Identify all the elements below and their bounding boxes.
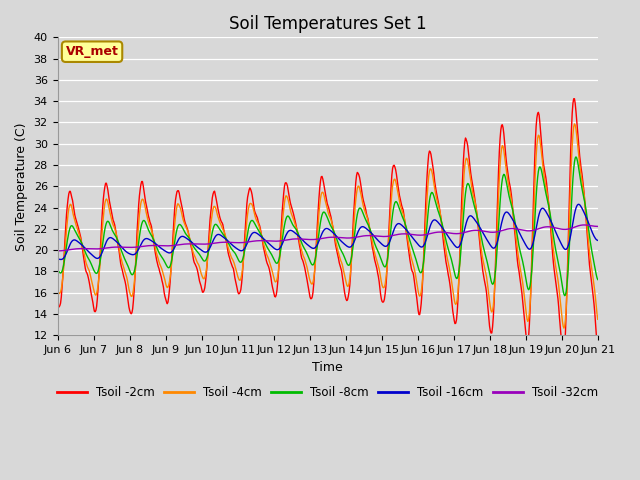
Y-axis label: Soil Temperature (C): Soil Temperature (C) bbox=[15, 122, 28, 251]
Title: Soil Temperatures Set 1: Soil Temperatures Set 1 bbox=[229, 15, 426, 33]
Text: VR_met: VR_met bbox=[66, 45, 118, 58]
X-axis label: Time: Time bbox=[312, 360, 343, 373]
Legend: Tsoil -2cm, Tsoil -4cm, Tsoil -8cm, Tsoil -16cm, Tsoil -32cm: Tsoil -2cm, Tsoil -4cm, Tsoil -8cm, Tsoi… bbox=[52, 382, 603, 404]
